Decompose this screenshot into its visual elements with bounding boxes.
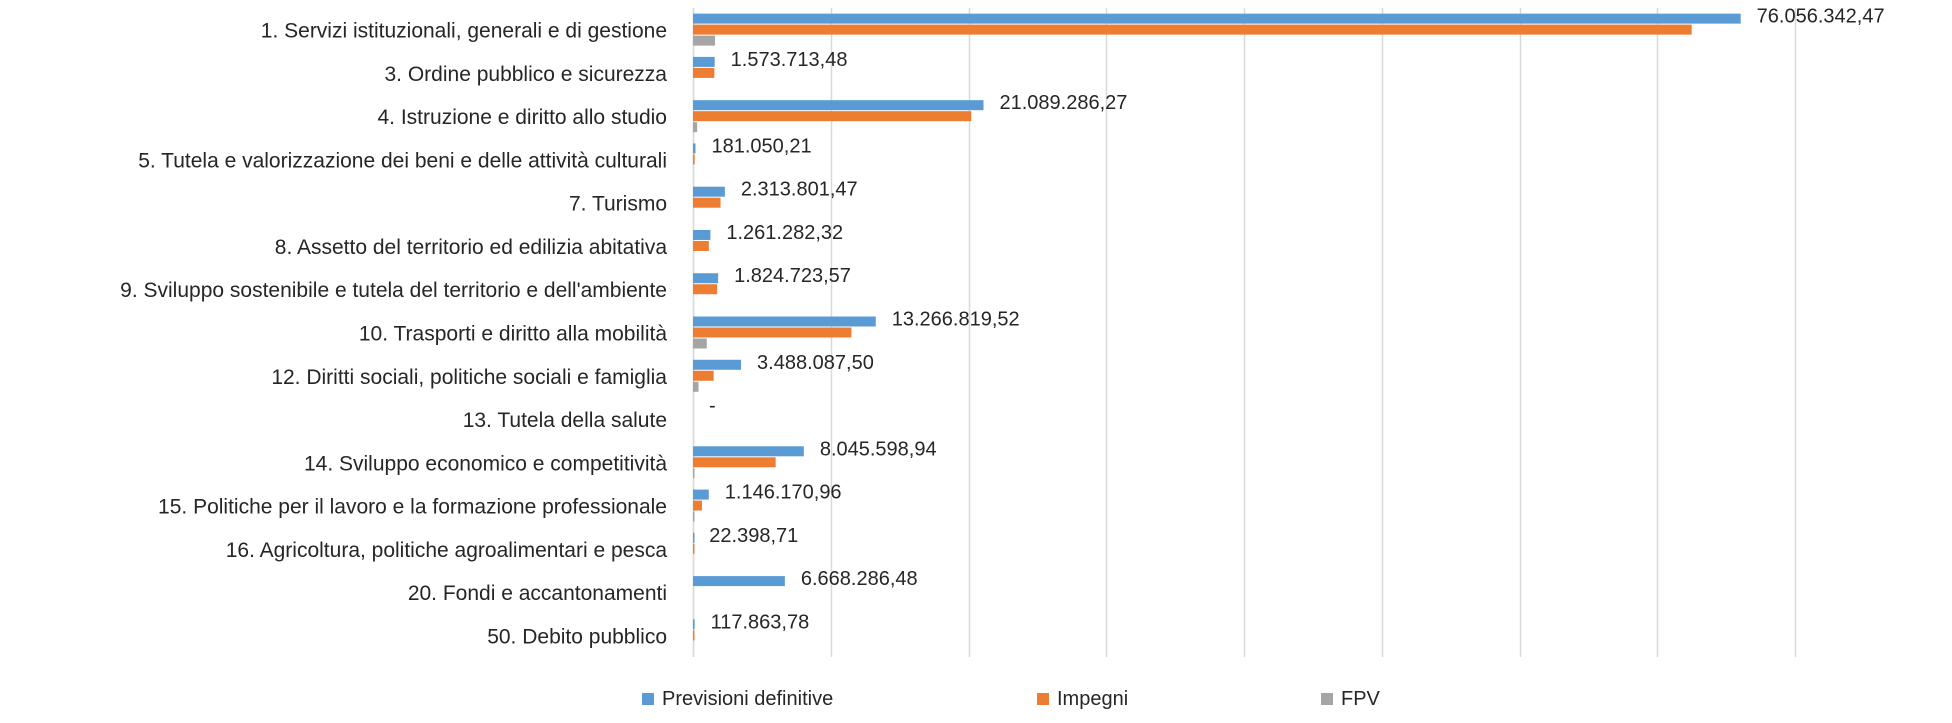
data-label: 1.146.170,96 (725, 482, 842, 504)
legend-label: Previsioni definitive (662, 688, 833, 710)
bar-impegni (693, 370, 714, 381)
bar-previsioni-definitive (693, 532, 695, 543)
bar-impegni (693, 543, 695, 554)
bar-previsioni-definitive (693, 186, 725, 197)
data-label: 1.824.723,57 (734, 265, 851, 287)
category-label: 14. Sviluppo economico e competitività (304, 452, 667, 475)
data-label: 1.261.282,32 (726, 222, 843, 244)
bar-previsioni-definitive (693, 576, 785, 587)
data-label: 8.045.598,94 (820, 438, 937, 460)
category-label: 8. Assetto del territorio ed edilizia ab… (275, 236, 668, 259)
bar-previsioni-definitive (693, 446, 804, 457)
category-labels: 1. Servizi istituzionali, generali e di … (120, 20, 667, 649)
category-label: 4. Istruzione e diritto allo studio (378, 106, 668, 129)
bar-previsioni-definitive (693, 619, 695, 630)
bar-impegni (693, 500, 702, 511)
bar-fpv (693, 338, 707, 349)
category-label: 7. Turismo (569, 193, 667, 216)
bar-impegni (693, 24, 1692, 35)
bar-impegni (693, 111, 972, 122)
category-label: 12. Diritti sociali, politiche sociali e… (271, 366, 667, 389)
category-label: 16. Agricoltura, politiche agroalimentar… (226, 539, 668, 562)
category-label: 50. Debito pubblico (487, 625, 667, 648)
bar-fpv (693, 122, 698, 133)
category-label: 3. Ordine pubblico e sicurezza (385, 63, 668, 86)
data-label: 22.398,71 (709, 525, 798, 547)
bar-previsioni-definitive (693, 100, 984, 111)
category-label: 10. Trasporti e diritto alla mobilità (359, 323, 667, 346)
bar-impegni (693, 67, 715, 78)
legend-label: FPV (1341, 688, 1381, 710)
category-label: 15. Politiche per il lavoro e la formazi… (158, 496, 667, 519)
bar-previsioni-definitive (693, 316, 876, 327)
category-label: 20. Fondi e accantonamenti (408, 582, 667, 605)
bar-previsioni-definitive (693, 489, 709, 500)
category-label: 9. Sviluppo sostenibile e tutela del ter… (120, 279, 667, 302)
bar-impegni (693, 197, 721, 208)
bar-impegni (693, 154, 695, 165)
bar-previsioni-definitive (693, 143, 696, 154)
bar-previsioni-definitive (693, 273, 719, 284)
data-labels: 76.056.342,47 1.573.713,48 21.089.286,27 18… (709, 6, 1885, 634)
bar-fpv (693, 381, 699, 392)
data-label: 13.266.819,52 (892, 309, 1020, 331)
category-label: 1. Servizi istituzionali, generali e di … (261, 20, 667, 43)
bar-impegni (693, 630, 695, 641)
bar-fpv (693, 35, 716, 46)
bar-previsioni-definitive (693, 56, 715, 67)
bar-impegni (693, 327, 852, 338)
category-label: 5. Tutela e valorizzazione dei beni e de… (138, 149, 667, 172)
data-label: 3.488.087,50 (757, 352, 874, 374)
data-label: 181.050,21 (711, 135, 811, 157)
bar-impegni (693, 284, 718, 295)
bar-impegni (693, 240, 709, 251)
data-label: 6.668.286,48 (801, 568, 918, 590)
data-label: - (709, 395, 716, 417)
legend-swatch (642, 693, 654, 705)
bar-previsioni-definitive (693, 13, 1741, 24)
legend-label: Impegni (1057, 688, 1128, 710)
legend-swatch (1037, 693, 1049, 705)
data-label: 1.573.713,48 (731, 49, 848, 71)
bars (693, 13, 1741, 641)
data-label: 76.056.342,47 (1757, 6, 1885, 28)
legend: Previsioni definitive Impegni FPV (642, 688, 1381, 710)
bar-impegni (693, 457, 776, 468)
data-label: 117.863,78 (711, 611, 810, 633)
category-label: 13. Tutela della salute (463, 409, 667, 432)
bar-previsioni-definitive (693, 229, 711, 240)
bar-previsioni-definitive (693, 359, 742, 370)
data-label: 21.089.286,27 (1000, 92, 1128, 114)
bar-fpv (693, 468, 695, 479)
data-label: 2.313.801,47 (741, 179, 858, 201)
bar-fpv (693, 511, 695, 522)
legend-swatch (1321, 693, 1333, 705)
